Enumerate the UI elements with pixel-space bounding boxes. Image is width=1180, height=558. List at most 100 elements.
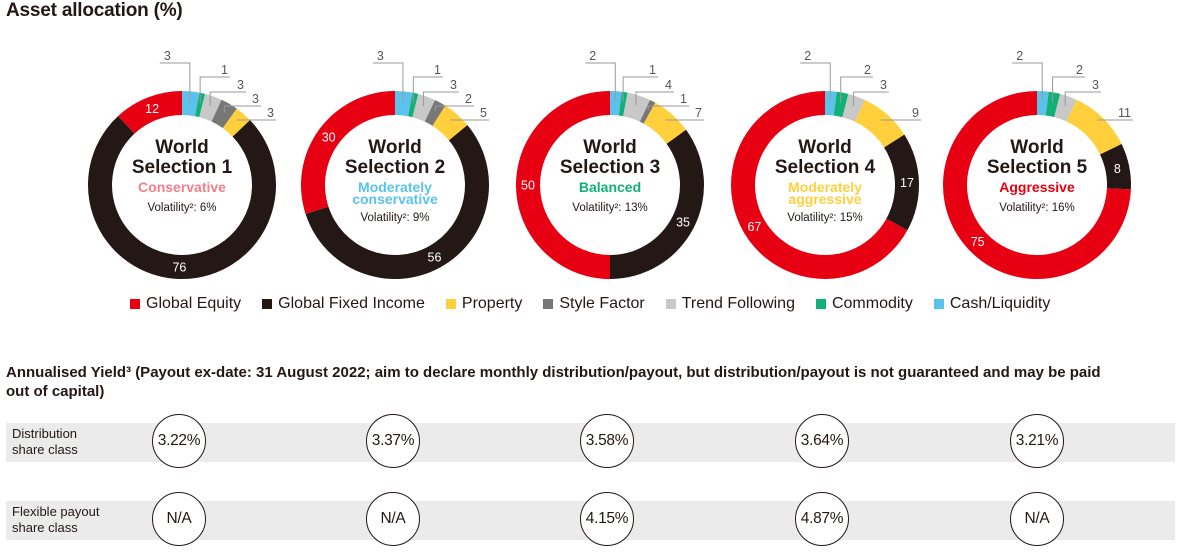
segment-fixed-income	[1100, 144, 1131, 190]
segment-trend-following	[412, 93, 436, 122]
fund-name-line1: World	[1010, 137, 1063, 158]
segment-cash	[395, 91, 413, 117]
segment-value-label: 56	[428, 250, 442, 264]
legend-swatch-icon	[665, 299, 676, 309]
fund-name-line2: Selection 5	[987, 157, 1088, 178]
segment-value-label: 76	[172, 260, 186, 274]
callout-label-trend-following: 3	[1092, 78, 1099, 92]
legend-swatch-icon	[445, 299, 456, 309]
legend-item-fixed-income: Global Fixed Income	[262, 295, 425, 313]
segment-cash	[825, 91, 837, 116]
yield-section-title: Annualised Yield³ (Payout ex-date: 31 Au…	[6, 364, 1101, 400]
fund-name-line1: World	[155, 137, 208, 158]
segment-value-label: 17	[900, 176, 914, 190]
segment-value-label: 35	[676, 216, 690, 230]
callout-label-commodity: 2	[864, 63, 871, 77]
callout-label-trend-following: 3	[237, 78, 244, 92]
callout-label-trend-following: 3	[450, 78, 457, 92]
risk-profile-label: Moderately	[358, 179, 432, 195]
segment-trend-following	[623, 92, 651, 122]
callout-label-cash: 2	[1016, 49, 1023, 63]
callout-label-trend-following: 3	[880, 78, 887, 92]
risk-profile-label: Balanced	[579, 179, 641, 195]
row-label: Distribution share class	[12, 426, 132, 458]
legend-label: Commodity	[831, 295, 913, 312]
chart-legend: Global Equity Global Fixed Income Property…	[130, 295, 1071, 313]
segment-fixed-income	[884, 134, 919, 231]
risk-profile-label: Moderately	[788, 179, 862, 195]
segment-commodity	[833, 91, 849, 118]
volatility-label: Volatility²: 6%	[147, 202, 216, 214]
segment-equity	[300, 91, 395, 215]
callout-label-commodity: 1	[221, 63, 228, 77]
row-label-line: share class	[12, 442, 78, 457]
yield-value-ws1: N/A	[152, 492, 206, 546]
risk-profile-label: aggressive	[788, 191, 861, 207]
yield-value-ws2: 3.37%	[366, 414, 420, 468]
fund-name-line2: Selection 2	[345, 157, 445, 178]
segment-trend-following	[1054, 93, 1077, 122]
fund-name-line2: Selection 1	[132, 157, 233, 178]
segment-value-label: 12	[145, 102, 159, 116]
risk-profile-label: conservative	[352, 191, 438, 207]
callout-label-style-factor: 3	[252, 92, 259, 106]
segment-trend-following	[842, 93, 866, 122]
segment-cash	[610, 91, 622, 116]
legend-label: Global Equity	[146, 295, 242, 312]
yield-value-ws4: 3.64%	[795, 414, 849, 468]
yield-row-flexible-payout: Flexible payout share class N/A N/A 4.15…	[6, 492, 1175, 546]
callout-label-commodity: 2	[1076, 63, 1083, 77]
segment-fixed-income	[305, 125, 489, 279]
risk-profile-label: Conservative	[138, 179, 226, 195]
segment-value-label: 50	[521, 179, 535, 193]
legend-label: Style Factor	[559, 295, 645, 312]
callout-label-style-factor: 2	[465, 92, 472, 106]
callout-label-property: 9	[912, 106, 919, 120]
callout-label-cash: 3	[164, 49, 171, 63]
callout-label-property: 5	[480, 106, 487, 120]
callout-label-commodity: 1	[434, 63, 441, 77]
yield-value-ws3: 4.15%	[580, 492, 634, 546]
legend-item-cash: Cash/Liquidity	[933, 295, 1050, 313]
fund-name-line1: World	[583, 137, 636, 158]
legend-swatch-icon	[933, 299, 944, 309]
segment-cash	[1037, 91, 1049, 116]
row-label-line: Distribution	[12, 426, 78, 441]
yield-value-ws5: N/A	[1010, 492, 1064, 546]
legend-label: Trend Following	[681, 295, 795, 312]
fund-name-line1: World	[798, 137, 851, 158]
fund-name-line2: Selection 3	[560, 157, 660, 178]
segment-commodity	[408, 92, 419, 118]
segment-property	[643, 102, 687, 144]
callout-label-cash: 2	[589, 49, 596, 63]
row-label-line: share class	[12, 520, 78, 535]
yield-value-ws1: 3.22%	[152, 414, 206, 468]
callout-label-property: 7	[695, 106, 702, 120]
yield-value-ws2: N/A	[366, 492, 420, 546]
volatility-label: Volatility²: 16%	[999, 202, 1074, 214]
volatility-label: Volatility²: 9%	[360, 212, 429, 224]
yield-row-distribution: Distribution share class 3.22% 3.37% 3.5…	[6, 414, 1175, 468]
segment-style-factor	[211, 99, 237, 129]
segment-value-label: 67	[747, 220, 761, 234]
yield-value-ws5: 3.21%	[1010, 414, 1064, 468]
row-label-line: Flexible payout	[12, 504, 100, 519]
legend-label: Property	[461, 295, 523, 312]
fund-name-line2: Selection 4	[775, 157, 876, 178]
segment-property	[1066, 99, 1122, 155]
segment-property	[854, 99, 905, 148]
segment-trend-following	[199, 93, 222, 122]
callout-label-property: 11	[1118, 106, 1131, 120]
segment-value-label: 8	[1114, 162, 1121, 176]
segment-commodity	[618, 91, 628, 117]
segment-property	[432, 105, 468, 141]
legend-swatch-icon	[543, 299, 554, 309]
legend-item-property: Property	[445, 295, 523, 313]
